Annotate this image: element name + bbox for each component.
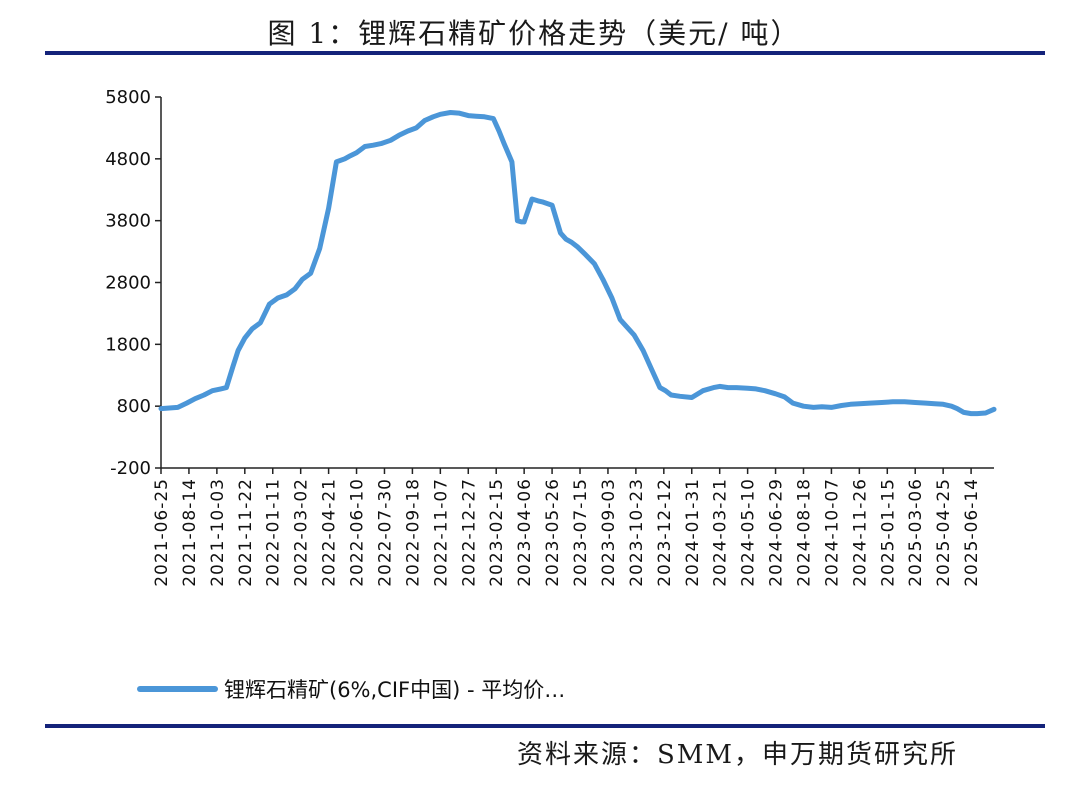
y-tick-label: 3800 bbox=[105, 211, 151, 232]
x-tick-label: 2024-08-18 bbox=[794, 478, 814, 587]
x-tick-label: 2024-05-10 bbox=[739, 478, 759, 587]
y-tick-label: -200 bbox=[110, 458, 151, 479]
legend: 锂辉石精矿(6%,CIF中国) - 平均价… bbox=[137, 678, 565, 702]
axes bbox=[160, 97, 994, 469]
x-tick-label: 2024-06-29 bbox=[767, 478, 787, 587]
chart-title: 图 1：锂辉石精矿价格走势（美元/ 吨） bbox=[267, 17, 801, 50]
x-tick-label: 2022-04-21 bbox=[320, 478, 340, 587]
x-axis-ticks: 2021-06-25 2021-08-14 2021-10-03 2021-11-22… bbox=[152, 468, 982, 587]
x-tick-label: 2025-04-25 bbox=[934, 478, 954, 587]
y-tick-label: 800 bbox=[117, 396, 151, 417]
x-tick-label: 2023-07-15 bbox=[571, 478, 591, 587]
x-tick-label: 2021-06-25 bbox=[152, 478, 172, 587]
x-tick-label: 2023-10-23 bbox=[627, 478, 647, 587]
x-tick-label: 2021-11-22 bbox=[236, 478, 256, 587]
top-rule bbox=[45, 51, 1045, 55]
plot-area bbox=[158, 110, 997, 417]
source-note: 资料来源：SMM，申万期货研究所 bbox=[516, 740, 958, 770]
x-tick-label: 2022-03-02 bbox=[292, 478, 312, 587]
x-tick-label: 2022-06-10 bbox=[348, 478, 368, 587]
y-tick-label: 1800 bbox=[105, 334, 151, 355]
x-tick-label: 2022-09-18 bbox=[403, 478, 423, 587]
x-tick-label: 2025-06-14 bbox=[962, 478, 982, 587]
x-tick-label: 2022-11-07 bbox=[431, 478, 451, 587]
x-tick-label: 2025-01-15 bbox=[878, 478, 898, 587]
x-tick-label: 2022-01-11 bbox=[264, 478, 284, 587]
legend-label: 锂辉石精矿(6%,CIF中国) - 平均价… bbox=[224, 678, 565, 702]
x-tick-label: 2023-09-03 bbox=[599, 478, 619, 587]
x-tick-label: 2022-12-27 bbox=[459, 478, 479, 587]
x-tick-label: 2025-03-06 bbox=[906, 478, 926, 587]
x-tick-label: 2024-01-31 bbox=[683, 478, 703, 587]
x-tick-label: 2024-10-07 bbox=[822, 478, 842, 587]
x-tick-label: 2023-12-12 bbox=[655, 478, 675, 587]
x-tick-label: 2023-04-06 bbox=[515, 478, 535, 587]
x-tick-label: 2023-02-15 bbox=[487, 478, 507, 587]
x-tick-label: 2021-08-14 bbox=[180, 478, 200, 587]
x-tick-label: 2023-05-26 bbox=[543, 478, 563, 587]
x-tick-label: 2024-03-21 bbox=[711, 478, 731, 587]
y-tick-label: 5800 bbox=[105, 87, 151, 108]
y-tick-label: 4800 bbox=[105, 149, 151, 170]
y-tick-label: 2800 bbox=[105, 273, 151, 294]
x-tick-label: 2021-10-03 bbox=[208, 478, 228, 587]
series-line bbox=[158, 110, 997, 417]
y-axis-ticks: -200 800 1800 2800 3800 4800 5800 bbox=[105, 87, 161, 479]
bottom-rule bbox=[45, 724, 1045, 728]
x-tick-label: 2024-11-26 bbox=[850, 478, 870, 587]
x-tick-label: 2022-07-30 bbox=[375, 478, 395, 587]
